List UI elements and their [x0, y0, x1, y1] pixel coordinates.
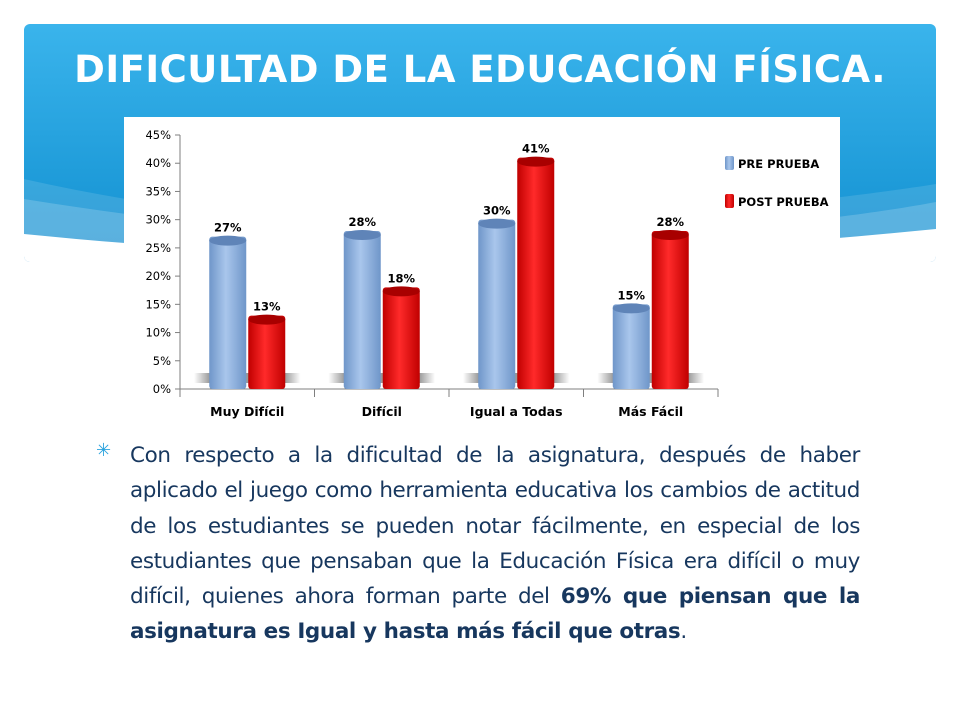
bar-floor-shadow [328, 373, 435, 383]
post-prueba-bar-cap [248, 314, 286, 325]
legend-swatch-pre-prueba [725, 156, 734, 170]
pre-prueba-bar-cap [343, 229, 381, 240]
legend-label-post-prueba: POST PRUEBA [738, 195, 829, 209]
post-prueba-bar [651, 230, 689, 389]
y-tick-label: 45% [145, 128, 171, 142]
y-tick-label: 5% [153, 354, 171, 368]
bar-floor-shadow [463, 373, 570, 383]
paragraph: Con respecto a la dificultad de la asign… [130, 438, 860, 650]
bar-floor-shadow [194, 373, 301, 383]
x-tick-label: Igual a Todas [470, 404, 563, 419]
x-tick-label: Más Fácil [618, 404, 683, 419]
asterisk-icon: ✳ [96, 440, 112, 461]
y-tick-label: 35% [145, 184, 171, 198]
post-prueba-data-label: 18% [387, 271, 415, 285]
body-text: ✳ Con respecto a la dificultad de la asi… [96, 438, 860, 650]
pre-prueba-data-label: 27% [214, 221, 242, 235]
pre-prueba-bar-cap [478, 218, 516, 229]
pre-prueba-data-label: 15% [617, 288, 645, 302]
pre-prueba-bar [612, 304, 650, 389]
pre-prueba-data-label: 28% [348, 215, 376, 229]
y-tick-label: 15% [145, 297, 171, 311]
post-prueba-bar-cap [651, 229, 689, 240]
pre-prueba-bar-cap [209, 235, 247, 246]
post-prueba-bar-cap [382, 286, 420, 297]
legend-swatch-post-prueba [725, 194, 734, 208]
pre-prueba-data-label: 30% [483, 204, 511, 218]
pre-prueba-bar-cap [612, 303, 650, 314]
bar-chart-svg: 0% 5% 10% 15% 20% 25% 30% 35% 40% 45% Muy Difícil 2… [145, 128, 829, 419]
post-prueba-bar [248, 315, 286, 389]
x-tick-label: Difícil [362, 404, 402, 419]
paragraph-text: Con respecto a la dificultad de la asign… [130, 443, 860, 610]
paragraph-end: . [680, 619, 687, 645]
y-tick-label: 30% [145, 213, 171, 227]
slide-title: DIFICULTAD DE LA EDUCACIÓN FÍSICA. [74, 48, 886, 91]
pre-prueba-bar [478, 219, 516, 389]
y-tick-label: 0% [153, 382, 171, 396]
pre-prueba-bar [209, 236, 247, 389]
post-prueba-data-label: 13% [253, 300, 281, 314]
post-prueba-data-label: 41% [522, 142, 550, 156]
x-tick-label: Muy Difícil [210, 404, 284, 419]
bar-floor-shadow [597, 373, 704, 383]
y-tick-label: 10% [145, 326, 171, 340]
legend-label-pre-prueba: PRE PRUEBA [738, 157, 819, 171]
pre-prueba-bar [343, 230, 381, 389]
y-tick-label: 25% [145, 241, 171, 255]
post-prueba-bar-cap [517, 156, 555, 167]
y-tick-label: 40% [145, 156, 171, 170]
post-prueba-bar [382, 287, 420, 389]
post-prueba-bar [517, 157, 555, 389]
paragraph-emphasis: 69% que piensan que la asignatura es Igu… [130, 584, 860, 645]
bar-chart: 0% 5% 10% 15% 20% 25% 30% 35% 40% 45% Muy Difícil 2… [124, 117, 840, 429]
y-tick-label: 20% [145, 269, 171, 283]
post-prueba-data-label: 28% [656, 215, 684, 229]
